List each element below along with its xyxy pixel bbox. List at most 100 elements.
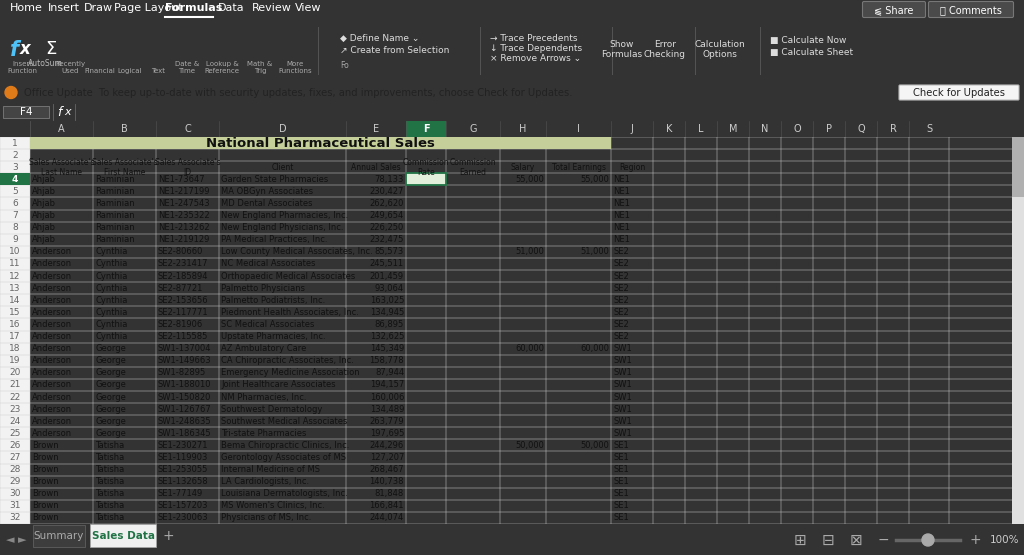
- Text: Total Earnings: Total Earnings: [552, 163, 605, 171]
- Text: George: George: [95, 356, 126, 365]
- Text: Anderson: Anderson: [32, 308, 72, 317]
- Text: Raminian: Raminian: [95, 199, 134, 208]
- Text: SW1-82895: SW1-82895: [158, 369, 206, 377]
- Text: → Trace Precedents: → Trace Precedents: [490, 34, 578, 43]
- Text: Anderson: Anderson: [32, 392, 72, 401]
- Text: George: George: [95, 417, 126, 426]
- Text: 194,157: 194,157: [370, 380, 404, 390]
- Bar: [3, 106, 49, 118]
- Text: +: +: [162, 529, 174, 543]
- Text: R: R: [890, 124, 896, 134]
- Text: Raminian: Raminian: [95, 211, 134, 220]
- Text: SE1: SE1: [613, 441, 629, 450]
- Text: Anderson: Anderson: [32, 332, 72, 341]
- Text: Anderson: Anderson: [32, 417, 72, 426]
- Text: 27: 27: [9, 453, 20, 462]
- Bar: [406, 121, 446, 137]
- Text: Tatisha: Tatisha: [95, 513, 124, 522]
- Text: 6: 6: [12, 199, 17, 208]
- Text: 25: 25: [9, 429, 20, 438]
- Bar: [406, 173, 446, 185]
- Text: Commission
Rate: Commission Rate: [402, 158, 450, 177]
- Text: Region: Region: [618, 163, 645, 171]
- Text: Cynthia: Cynthia: [95, 260, 127, 269]
- Text: MD Dental Associates: MD Dental Associates: [221, 199, 312, 208]
- Text: Summary: Summary: [34, 531, 84, 541]
- Text: More
Functions: More Functions: [279, 61, 312, 74]
- Text: SE1-253055: SE1-253055: [158, 465, 208, 474]
- Text: SW1-186345: SW1-186345: [158, 429, 212, 438]
- Text: Cynthia: Cynthia: [95, 308, 127, 317]
- Text: NE1-219129: NE1-219129: [158, 235, 209, 244]
- Bar: [30, 137, 611, 149]
- Text: SE2: SE2: [613, 308, 629, 317]
- Text: Raminian: Raminian: [95, 223, 134, 232]
- Bar: [33, 525, 85, 547]
- Text: 268,467: 268,467: [370, 465, 404, 474]
- Text: C: C: [184, 124, 190, 134]
- Text: Raminian: Raminian: [95, 175, 134, 184]
- Text: N: N: [761, 124, 769, 134]
- Text: 7: 7: [12, 211, 17, 220]
- Circle shape: [922, 534, 934, 546]
- Text: ↗ Create from Selection: ↗ Create from Selection: [340, 46, 450, 55]
- Bar: [1012, 137, 1024, 197]
- Text: Tatisha: Tatisha: [95, 501, 124, 511]
- Text: SE1-230271: SE1-230271: [158, 441, 209, 450]
- Text: 145,349: 145,349: [370, 344, 404, 353]
- Text: SW1: SW1: [613, 369, 632, 377]
- Text: 132,625: 132,625: [370, 332, 404, 341]
- Text: 86,895: 86,895: [375, 320, 404, 329]
- Text: 262,620: 262,620: [370, 199, 404, 208]
- Text: 134,489: 134,489: [370, 405, 404, 413]
- FancyBboxPatch shape: [862, 2, 926, 18]
- Text: −: −: [878, 533, 889, 547]
- Text: Louisiana Dermatologists, Inc.: Louisiana Dermatologists, Inc.: [221, 490, 348, 498]
- Text: Brown: Brown: [32, 501, 58, 511]
- Text: SW1-149663: SW1-149663: [158, 356, 212, 365]
- Text: E: E: [373, 124, 379, 134]
- Text: Salary: Salary: [511, 163, 536, 171]
- Text: ►: ►: [17, 535, 27, 545]
- Text: 3: 3: [12, 163, 17, 171]
- Text: SW1: SW1: [613, 405, 632, 413]
- Text: SE2: SE2: [613, 296, 629, 305]
- Text: SW1-150820: SW1-150820: [158, 392, 211, 401]
- Text: 51,000: 51,000: [515, 248, 544, 256]
- Text: 244,296: 244,296: [370, 441, 404, 450]
- Text: Emergency Medicine Association: Emergency Medicine Association: [221, 369, 359, 377]
- Text: Anderson: Anderson: [32, 284, 72, 292]
- Text: PA Medical Practices, Inc.: PA Medical Practices, Inc.: [221, 235, 328, 244]
- Text: 87,944: 87,944: [375, 369, 404, 377]
- Text: 22: 22: [9, 392, 20, 401]
- Text: Anderson: Anderson: [32, 405, 72, 413]
- Text: 245,511: 245,511: [370, 260, 404, 269]
- Text: View: View: [295, 3, 322, 13]
- Text: 249,654: 249,654: [370, 211, 404, 220]
- Text: 232,475: 232,475: [370, 235, 404, 244]
- Text: Tatisha: Tatisha: [95, 453, 124, 462]
- Text: NE1-213262: NE1-213262: [158, 223, 210, 232]
- Text: Date &
Time: Date & Time: [175, 61, 199, 74]
- Text: SW1-137004: SW1-137004: [158, 344, 212, 353]
- Text: Brown: Brown: [32, 477, 58, 486]
- Text: Σ: Σ: [45, 40, 56, 58]
- Text: Bema Chiropractic Clinics, Inc.: Bema Chiropractic Clinics, Inc.: [221, 441, 349, 450]
- Text: 244,074: 244,074: [370, 513, 404, 522]
- Text: F: F: [423, 124, 429, 134]
- Text: 78,133: 78,133: [375, 175, 404, 184]
- Text: SW1: SW1: [613, 392, 632, 401]
- Text: Internal Medicine of MS: Internal Medicine of MS: [221, 465, 319, 474]
- Text: Math &
Trig: Math & Trig: [248, 61, 272, 74]
- Text: 160,006: 160,006: [370, 392, 404, 401]
- Text: SE1: SE1: [613, 490, 629, 498]
- Text: Southwest Medical Associates: Southwest Medical Associates: [221, 417, 347, 426]
- Text: NE1-235322: NE1-235322: [158, 211, 210, 220]
- Text: National Pharmaceutical Sales: National Pharmaceutical Sales: [206, 137, 435, 149]
- Text: P: P: [826, 124, 831, 134]
- Text: NE1: NE1: [613, 199, 630, 208]
- Text: Office Update  To keep up-to-date with security updates, fixes, and improvements: Office Update To keep up-to-date with se…: [24, 88, 572, 98]
- Text: 13: 13: [9, 284, 20, 292]
- Text: Brown: Brown: [32, 513, 58, 522]
- Text: 8: 8: [12, 223, 17, 232]
